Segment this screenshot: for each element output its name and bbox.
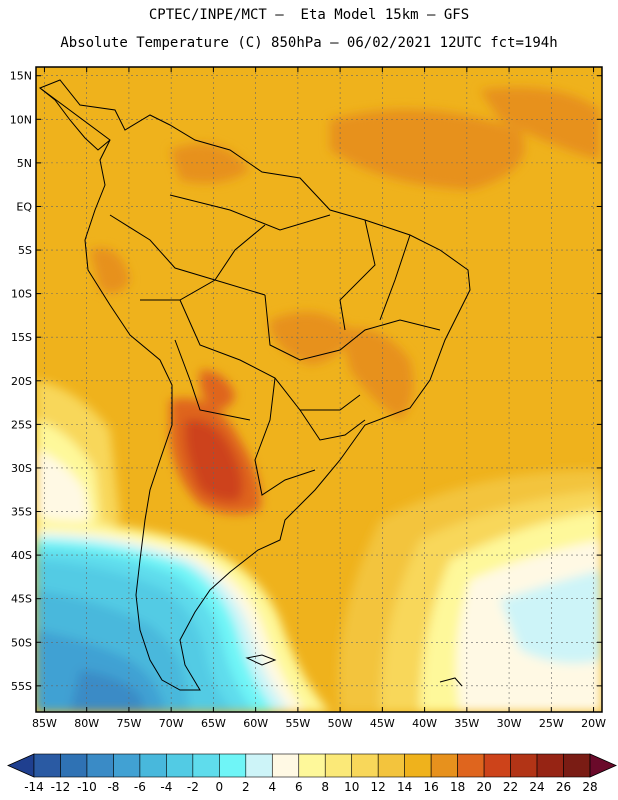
colorbar-label: -14 <box>24 780 44 794</box>
lon-tick-label: 20W <box>581 717 606 730</box>
colorbar-swatch <box>166 753 194 778</box>
colorbar-label: 28 <box>582 780 597 794</box>
lon-tick-label: 50W <box>328 717 353 730</box>
colorbar-label: 16 <box>424 780 439 794</box>
color-legend-labels: -14 -12 -10 -8 -6 -4 -2 0 2 4 6 8 10 12 14 16 18 20 22 24 26… <box>24 780 597 794</box>
internal-border-6 <box>174 339 251 421</box>
colorbar-label: -2 <box>187 780 199 794</box>
lon-tick-label: 25W <box>539 717 564 730</box>
internal-border-3 <box>264 294 441 361</box>
south-america-coastline <box>38 79 471 691</box>
colorbar-label: -4 <box>160 780 172 794</box>
colorbar-label: 14 <box>397 780 412 794</box>
colorbar-label: 8 <box>321 780 329 794</box>
island-southwest <box>439 677 463 687</box>
temperature-field <box>36 67 602 712</box>
internal-border-7 <box>140 224 266 301</box>
colorbar-swatch <box>483 753 511 778</box>
colorbar-arrow-left <box>7 753 35 778</box>
internal-border-1 <box>169 194 331 231</box>
colorbar-label: 12 <box>371 780 386 794</box>
colorbar-label: 24 <box>529 780 544 794</box>
lon-tick-label: 60W <box>243 717 268 730</box>
colorbar-swatch <box>60 753 88 778</box>
lon-tick-label: 75W <box>116 717 141 730</box>
chart-title-line-2: Absolute Temperature (C) 850hPa – 06/02/… <box>60 35 558 51</box>
map-gridlines <box>36 67 602 712</box>
colorbar-label: -8 <box>107 780 119 794</box>
lat-tick-label: 40S <box>11 549 32 562</box>
lat-tick-label: 25S <box>11 418 32 431</box>
colorbar-swatch <box>324 753 353 778</box>
colorbar-arrow-right <box>589 753 617 778</box>
colorbar-swatch <box>430 753 458 778</box>
internal-border-8 <box>339 219 376 331</box>
colorbar-swatch <box>192 753 220 778</box>
colorbar-swatch <box>33 753 61 778</box>
lat-tick-label: 10N <box>10 113 32 126</box>
lat-tick-label: 5N <box>17 157 32 170</box>
colorbar-swatch <box>245 753 273 778</box>
lat-tick-label: 50S <box>11 636 32 649</box>
colorbar-label: 26 <box>556 780 571 794</box>
lat-tick-label: 15N <box>10 70 32 83</box>
colorbar-swatch <box>536 753 564 778</box>
lon-tick-label: 85W <box>32 717 57 730</box>
lat-tick-label: 45S <box>11 593 32 606</box>
colorbar-label: 18 <box>450 780 465 794</box>
lon-tick-label: 55W <box>285 717 310 730</box>
colorbar-label: 4 <box>268 780 276 794</box>
colorbar-swatch <box>86 753 114 778</box>
colorbar-label: 2 <box>242 780 250 794</box>
colorbar-label: -12 <box>51 780 71 794</box>
lon-tick-label: 80W <box>74 717 99 730</box>
internal-border-5 <box>254 377 316 496</box>
lat-tick-label: 55S <box>11 680 32 693</box>
colorbar-swatch <box>351 753 379 778</box>
internal-border-2 <box>109 214 266 296</box>
lon-tick-label: 65W <box>201 717 226 730</box>
colorbar-swatch <box>113 753 141 778</box>
country-borders <box>38 79 471 691</box>
lon-tick-label: 45W <box>370 717 395 730</box>
lat-tick-label: 5S <box>18 244 32 257</box>
lat-tick-label: 15S <box>11 331 32 344</box>
colorbar-swatch <box>563 753 591 778</box>
colorbar-label: 20 <box>476 780 491 794</box>
falkland-islands <box>245 654 277 666</box>
latitude-tick-labels: 15N 10N 5N EQ 5S 10S 15S 20S 25S 30S 35S 40S 45S 50S 5… <box>10 70 602 693</box>
lon-tick-label: 30W <box>497 717 522 730</box>
internal-border-10 <box>299 409 366 441</box>
color-legend-bar <box>7 753 617 778</box>
lat-tick-label: 35S <box>11 506 32 519</box>
internal-border-9 <box>379 234 411 321</box>
colorbar-swatch <box>298 753 326 778</box>
lat-tick-label: EQ <box>16 200 32 213</box>
colorbar-swatch <box>219 753 247 778</box>
central-america-isthmus <box>39 87 111 151</box>
chart-title-line-1: CPTEC/INPE/MCT – Eta Model 15km – GFS <box>148 7 470 23</box>
colorbar-swatch <box>377 753 405 778</box>
lat-tick-label: 10S <box>11 288 32 301</box>
colorbar-swatch <box>139 753 167 778</box>
lon-tick-label: 40W <box>412 717 437 730</box>
colorbar-label: 22 <box>503 780 518 794</box>
colorbar-label: 6 <box>295 780 303 794</box>
lat-tick-label: 20S <box>11 375 32 388</box>
map-frame <box>35 66 603 713</box>
colorbar-label: -10 <box>77 780 97 794</box>
colorbar-swatch <box>510 753 538 778</box>
colorbar-label: -6 <box>134 780 146 794</box>
colorbar-swatch <box>271 753 300 778</box>
colorbar-swatch <box>457 753 485 778</box>
lon-tick-label: 70W <box>159 717 184 730</box>
longitude-tick-labels: 85W 80W 75W 70W 65W 60W 55W 50W 45W 40W 35W 30W 25W 2… <box>32 67 606 730</box>
lon-tick-label: 35W <box>454 717 479 730</box>
colorbar-label: 10 <box>344 780 359 794</box>
colorbar-label: 0 <box>216 780 224 794</box>
colorbar-swatch <box>404 753 432 778</box>
lat-tick-label: 30S <box>11 462 32 475</box>
